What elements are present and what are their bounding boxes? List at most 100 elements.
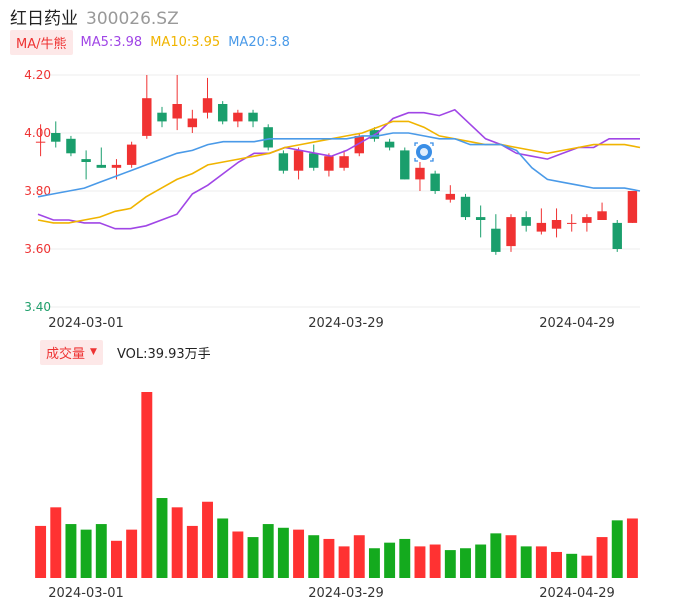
volume-bar <box>126 529 138 578</box>
volume-bar <box>232 531 244 578</box>
price-grid <box>33 74 640 308</box>
candle-body <box>233 112 243 122</box>
candle <box>445 185 456 203</box>
candle-body <box>157 112 167 122</box>
candle-body <box>202 98 213 113</box>
volume-bar <box>35 525 47 578</box>
candle-body <box>309 153 319 168</box>
x-tick-label: 2024-03-29 <box>308 316 384 331</box>
stock-code: 300026.SZ <box>86 9 179 29</box>
volume-bar <box>429 544 441 578</box>
candle-body <box>582 217 592 223</box>
volume-bar <box>308 535 320 578</box>
candlesticks <box>35 75 638 255</box>
volume-bar <box>566 553 578 578</box>
candle <box>491 214 501 255</box>
candle-body <box>384 141 395 148</box>
volume-bar <box>520 546 532 578</box>
ma5-legend: MA5:3.98 <box>80 34 143 50</box>
ma20-legend: MA20:3.8 <box>228 34 290 50</box>
candle <box>612 220 622 252</box>
volume-bar <box>262 524 274 578</box>
ma-lines <box>37 108 641 230</box>
candle-body <box>126 144 137 165</box>
candle <box>217 101 228 125</box>
volume-bar <box>50 507 62 578</box>
candle-body <box>521 217 531 226</box>
candle-body <box>111 164 122 168</box>
candle <box>551 208 562 238</box>
candle <box>521 211 531 232</box>
volume-bar <box>110 540 122 578</box>
candle-body <box>551 220 562 229</box>
candle-body <box>187 118 198 128</box>
candle-body <box>445 193 456 200</box>
candle <box>35 124 46 157</box>
volume-tag-label: 成交量 <box>46 346 86 362</box>
volume-bar <box>186 525 198 578</box>
volume-bar <box>293 529 305 578</box>
price-axis-labels: 4.20 4.00 3.80 3.60 3.40 <box>24 68 51 314</box>
candle-body <box>66 138 76 154</box>
stock-header: 红日药业 300026.SZ <box>10 4 179 30</box>
candle <box>567 214 577 232</box>
stock-name: 红日药业 <box>10 9 78 29</box>
volume-bar <box>475 544 487 578</box>
candle-body <box>354 135 364 154</box>
candle-body <box>627 191 638 223</box>
ma-type-selector[interactable]: MA/牛熊 <box>10 29 73 55</box>
volume-value: VOL:39.93万手 <box>116 346 211 362</box>
candle <box>263 124 273 151</box>
candle-body <box>597 211 607 220</box>
candle <box>187 109 198 133</box>
candle <box>142 75 152 139</box>
candle <box>475 205 486 238</box>
candle-body <box>400 150 410 180</box>
event-marker-icon[interactable] <box>414 142 434 162</box>
x-tick-label: 2024-04-29 <box>539 586 615 601</box>
candle-body <box>278 153 289 171</box>
candle-body <box>567 222 577 224</box>
candle <box>66 135 76 157</box>
candle <box>384 138 395 151</box>
volume-bar <box>460 548 471 578</box>
candle-body <box>430 173 440 191</box>
candle <box>339 150 349 171</box>
candle-body <box>96 164 106 168</box>
date-axis-top: 2024-03-01 2024-03-29 2024-04-29 <box>48 316 615 331</box>
volume-bar <box>156 498 168 578</box>
candle <box>627 191 638 223</box>
volume-bar <box>414 546 426 578</box>
candle <box>309 144 319 171</box>
y-tick-label: 4.20 <box>24 68 51 82</box>
candle-body <box>536 222 547 232</box>
volume-bar <box>95 524 107 578</box>
volume-bar <box>399 538 411 578</box>
candle-body <box>293 150 304 171</box>
volume-legend: 成交量 ▼ VOL:39.93万手 <box>40 339 211 365</box>
volume-bar <box>505 535 517 578</box>
y-tick-label: 4.00 <box>24 126 51 140</box>
candle <box>96 147 106 168</box>
candle-body <box>460 196 471 218</box>
candle-body <box>81 159 91 162</box>
x-tick-label: 2024-03-29 <box>308 586 384 601</box>
candle <box>172 75 182 131</box>
volume-bar <box>626 518 638 578</box>
volume-bar <box>551 551 563 578</box>
volume-bar <box>444 550 456 578</box>
volume-bar <box>171 507 183 578</box>
volume-bar <box>353 535 365 578</box>
volume-indicator-selector[interactable]: 成交量 ▼ <box>40 339 103 365</box>
candle-body <box>51 133 61 142</box>
volume-bar <box>202 501 213 578</box>
volume-bar <box>535 546 547 578</box>
candle-body <box>506 217 516 247</box>
candle-body <box>248 112 258 122</box>
candle-body <box>339 156 349 168</box>
candle-body <box>142 98 152 136</box>
volume-bar <box>384 542 396 578</box>
candle <box>597 202 607 220</box>
volume-bar <box>80 529 92 578</box>
